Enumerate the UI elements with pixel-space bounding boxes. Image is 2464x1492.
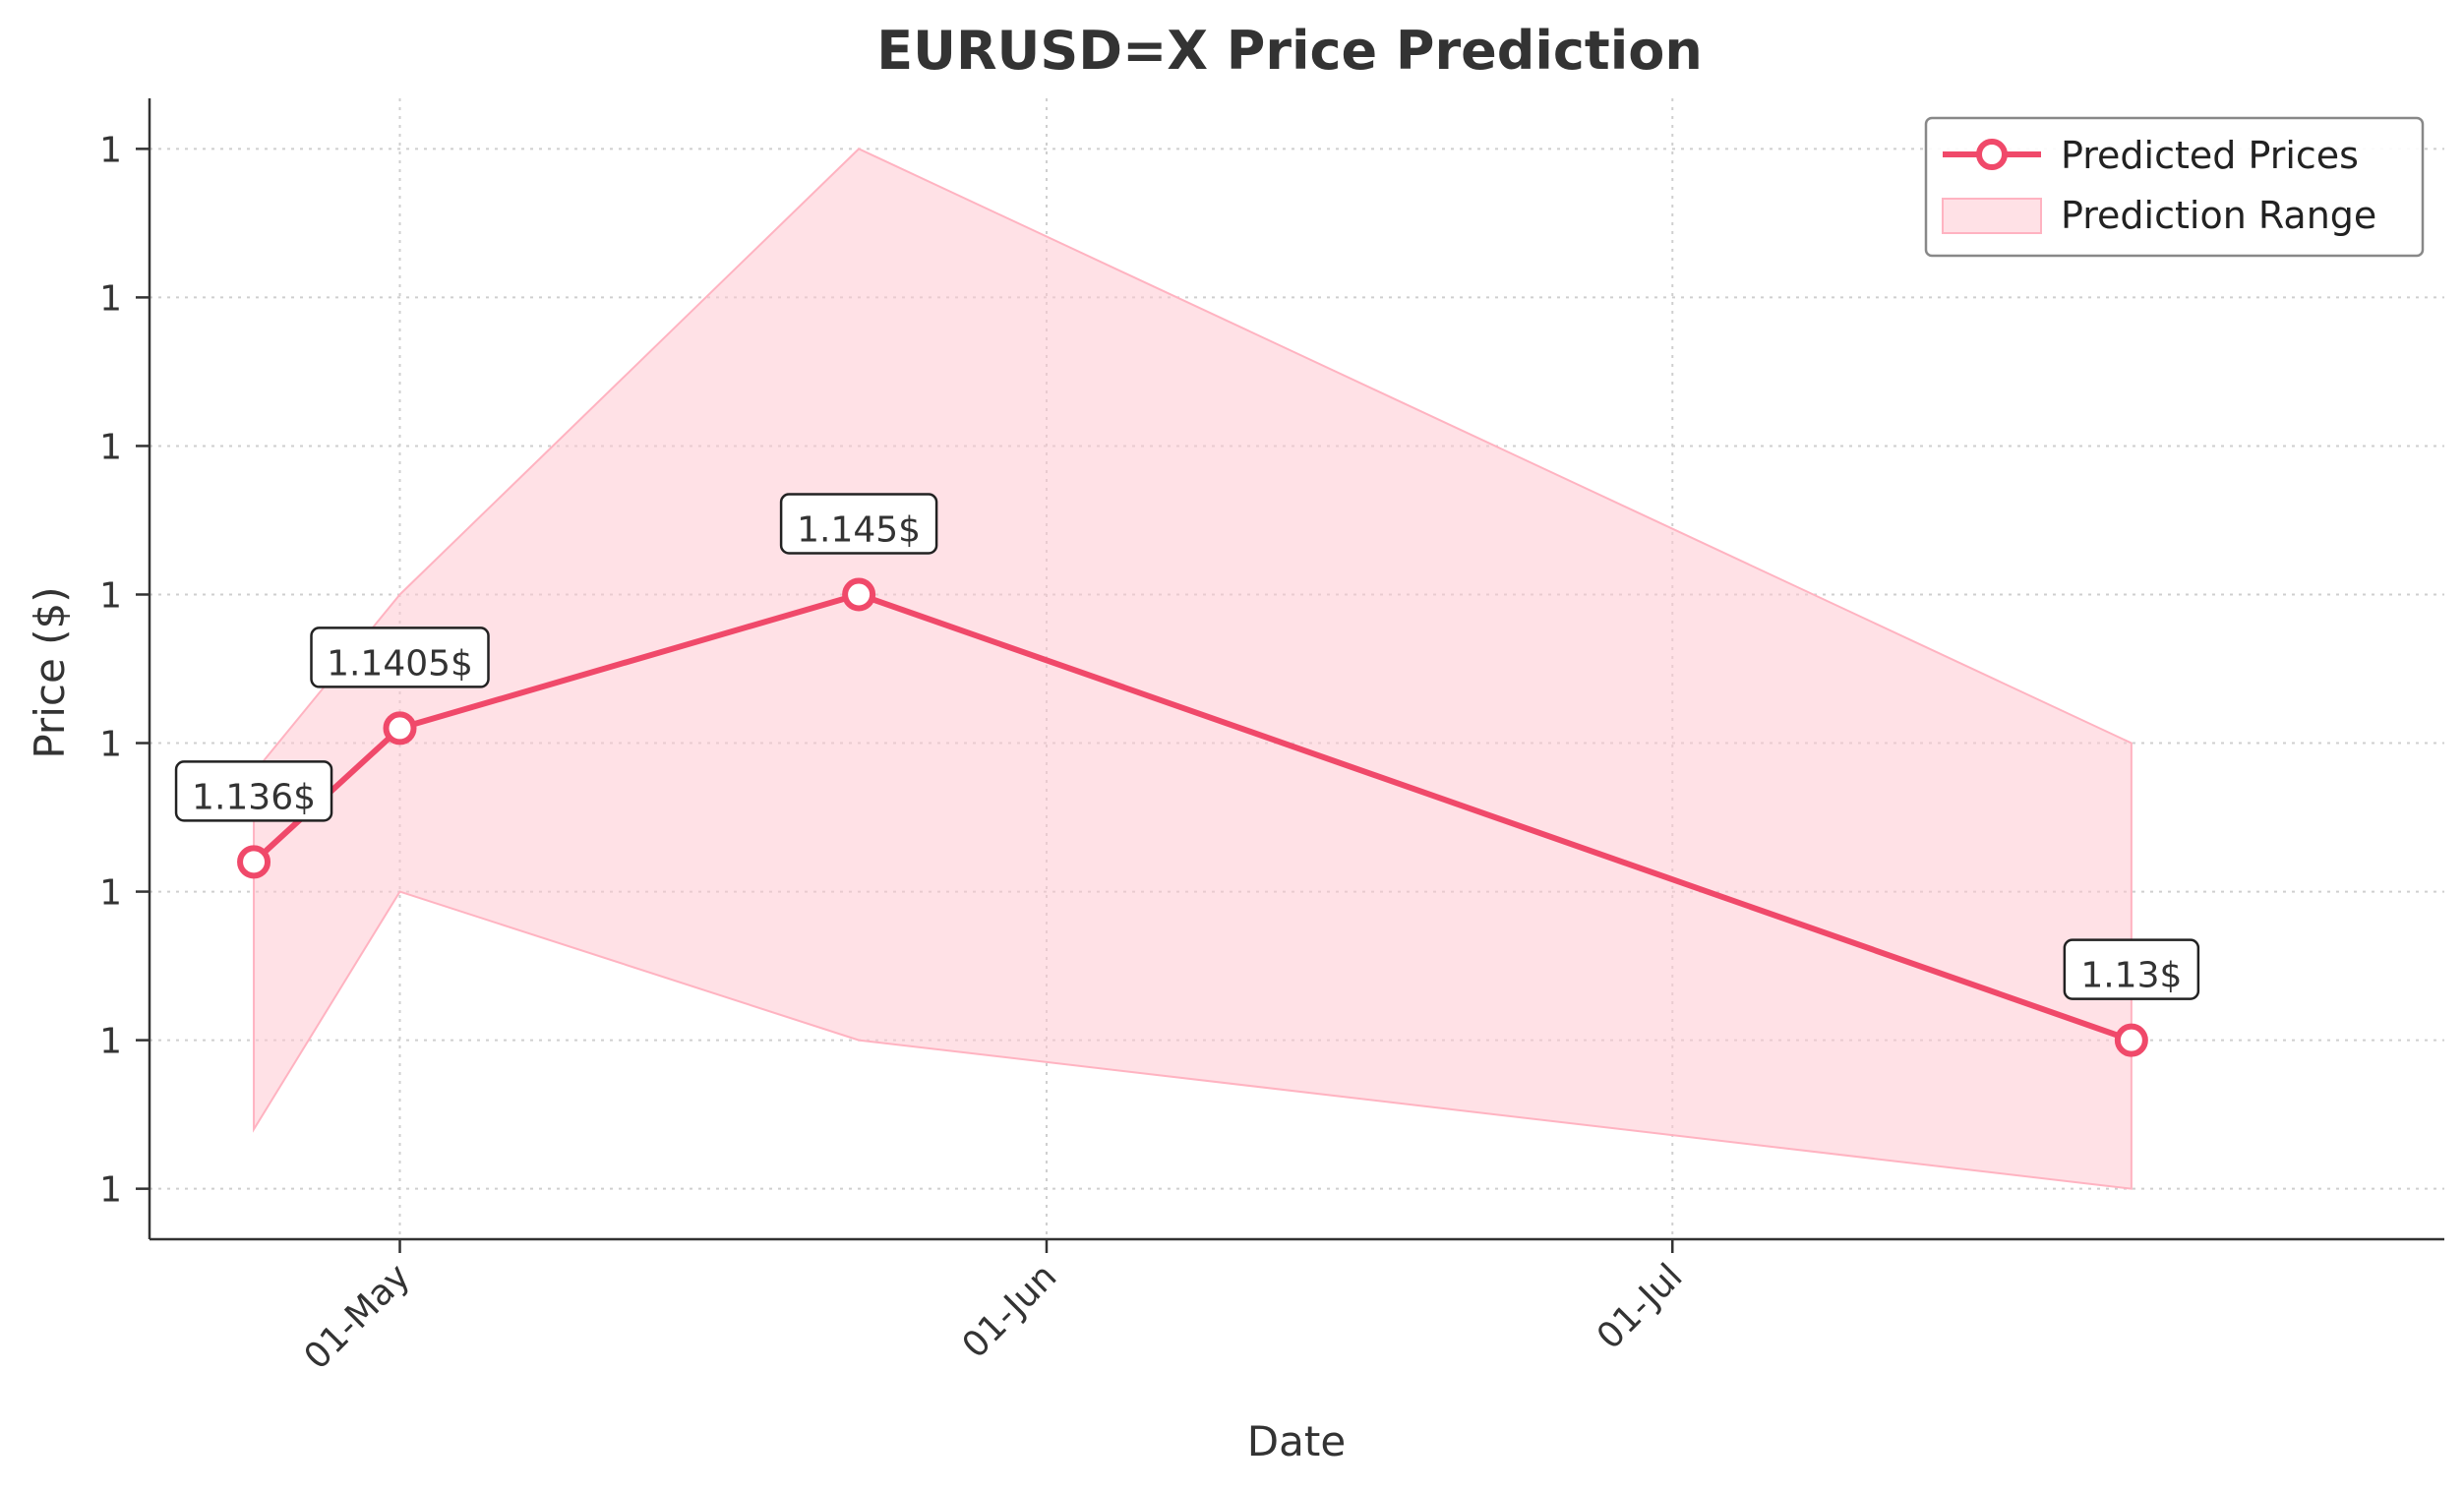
data-label-text: 1.1405$: [327, 643, 473, 684]
data-point: [383, 711, 417, 746]
data-label: 1.136$: [174, 760, 333, 822]
y-tick-label: 1: [99, 725, 122, 765]
legend-area-icon: [1942, 198, 2042, 234]
data-labels: 1.136$ 1.1405$ 1.145$ 1.13$: [174, 493, 2200, 1000]
data-label: 1.13$: [2063, 938, 2200, 1000]
data-label-text: 1.136$: [192, 777, 316, 817]
data-point: [2114, 1023, 2148, 1057]
y-axis-label: Price ($): [26, 586, 74, 758]
y-tick-label: 1: [99, 427, 122, 467]
y-tick-label: 1: [99, 1022, 122, 1062]
data-label-box: [779, 493, 938, 555]
legend-label-predicted-prices: Predicted Prices: [2061, 134, 2359, 177]
legend-marker-icon: [1976, 139, 2008, 170]
x-tick-label: 01-Jul: [1590, 1256, 1691, 1357]
data-label: 1.145$: [779, 493, 938, 555]
y-axis-ticks: 1 1 1 1 1 1 1 1: [99, 130, 150, 1211]
data-label-box: [310, 627, 490, 688]
prediction-range-area: [253, 148, 2133, 1190]
axes: [148, 98, 2444, 1241]
data-label-text: 1.13$: [2080, 956, 2182, 996]
data-point: [237, 845, 271, 879]
data-label-box: [174, 760, 333, 822]
legend-box: [1924, 116, 2425, 258]
y-tick-label: 1: [99, 1170, 122, 1211]
chart-title: EURUSD=X Price Prediction: [876, 20, 1703, 82]
y-tick-label: 1: [99, 873, 122, 914]
data-label: 1.1405$: [310, 627, 490, 688]
x-tick-label: 01-Jun: [955, 1256, 1065, 1366]
y-tick-label: 1: [99, 130, 122, 170]
legend-label-prediction-range: Prediction Range: [2061, 194, 2376, 237]
y-tick-label: 1: [99, 575, 122, 616]
x-tick-label: 01-May: [297, 1256, 418, 1377]
x-axis-ticks: 01-May 01-Jun 01-Jul: [297, 1239, 1691, 1378]
y-tick-label: 1: [99, 278, 122, 319]
legend: Predicted Prices Prediction Range: [1924, 116, 2425, 258]
data-points: [237, 577, 2148, 1057]
x-axis-label: Date: [1247, 1417, 1346, 1465]
data-label-box: [2063, 938, 2200, 1000]
data-label-text: 1.145$: [797, 509, 921, 550]
data-point: [842, 577, 876, 612]
